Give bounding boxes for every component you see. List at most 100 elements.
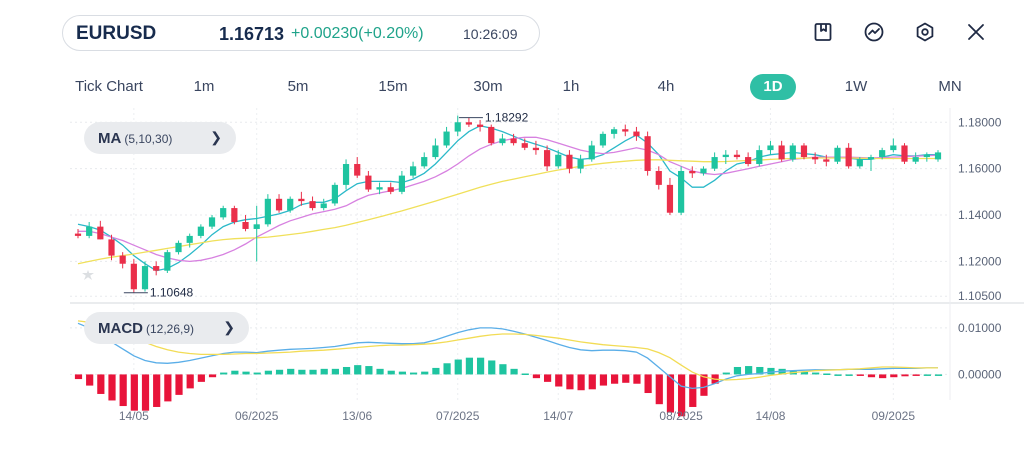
- candle: [733, 150, 741, 160]
- candle: [298, 191, 305, 206]
- macd-bar: [153, 374, 161, 407]
- tab-4h[interactable]: 4h: [657, 78, 675, 95]
- candle: [812, 152, 819, 165]
- candle: [678, 166, 685, 216]
- macd-bar: [767, 367, 775, 375]
- macd-bar: [867, 374, 876, 378]
- tab-1d[interactable]: 1D: [750, 74, 796, 100]
- macd-bar: [398, 371, 406, 375]
- macd-bar: [845, 374, 853, 376]
- macd-bar: [622, 374, 630, 383]
- macd-bar: [421, 371, 429, 375]
- candle: [354, 157, 361, 178]
- candle: [153, 261, 160, 276]
- chart-trend-icon[interactable]: [862, 20, 886, 44]
- tab-15m[interactable]: 15m: [378, 78, 408, 95]
- candle: [510, 133, 517, 146]
- candle: [476, 119, 484, 132]
- macd-bar: [208, 374, 217, 378]
- x-tick-label: 06/2025: [235, 409, 279, 423]
- candle: [74, 228, 82, 239]
- candle: [722, 150, 729, 165]
- macd-bar: [432, 367, 440, 375]
- macd-bar: [611, 374, 619, 384]
- macd-bar: [901, 374, 909, 377]
- macd-y-tick-label: 0.00000: [958, 367, 1002, 381]
- candle: [611, 126, 618, 139]
- macd-bar: [666, 374, 675, 413]
- candle: [566, 150, 573, 174]
- macd-bar: [879, 374, 887, 379]
- x-tick-label: 07/2025: [436, 409, 480, 423]
- candle: [387, 182, 394, 195]
- macd-bar: [923, 374, 931, 376]
- candle: [789, 143, 796, 162]
- candle: [856, 157, 863, 169]
- macd-bar: [890, 374, 898, 378]
- candle: [923, 152, 930, 162]
- ma-line-ma30: [77, 157, 938, 265]
- candle: [443, 126, 450, 148]
- candle: [555, 150, 562, 169]
- macd-bar: [220, 372, 228, 375]
- candle: [778, 140, 785, 162]
- macd-bar: [588, 374, 596, 390]
- macd-bar: [119, 374, 127, 407]
- candle: [912, 152, 919, 165]
- candle: [532, 140, 540, 155]
- candle: [130, 259, 137, 293]
- macd-bar: [387, 370, 395, 375]
- candle: [823, 154, 830, 167]
- candle: [398, 170, 405, 195]
- macd-bar: [298, 369, 306, 375]
- macd-bar: [566, 374, 574, 390]
- tab-5m[interactable]: 5m: [287, 78, 309, 95]
- bookmark-icon[interactable]: [811, 20, 835, 44]
- tab-1m[interactable]: 1m: [193, 78, 215, 95]
- tab-30m[interactable]: 30m: [473, 78, 503, 95]
- candles: [74, 115, 942, 293]
- macd-bar: [510, 368, 518, 375]
- macd-bar: [141, 374, 150, 411]
- candle: [119, 252, 126, 269]
- macd-bar: [465, 357, 474, 375]
- close-icon[interactable]: [964, 20, 988, 44]
- candle: [644, 131, 651, 176]
- candle: [745, 152, 752, 167]
- macd-bar: [197, 374, 205, 382]
- candle: [521, 138, 528, 151]
- candle: [934, 150, 942, 162]
- macd-lines: [77, 320, 938, 390]
- ma-indicator-pill[interactable]: MA (5,10,30) ❯: [84, 122, 236, 154]
- tab-1h[interactable]: 1h: [562, 78, 580, 95]
- macd-bar: [231, 370, 239, 375]
- tab-tick-chart[interactable]: Tick Chart: [75, 78, 143, 95]
- candle: [186, 233, 193, 248]
- candle: [879, 147, 886, 160]
- candle: [577, 154, 584, 174]
- candle: [253, 205, 260, 262]
- macd-bar: [700, 374, 708, 396]
- macd-bar: [186, 374, 194, 389]
- candle: [365, 170, 372, 192]
- macd-indicator-pill[interactable]: MACD (12,26,9) ❯: [84, 312, 249, 344]
- candle: [711, 152, 718, 171]
- candle: [599, 131, 607, 148]
- macd-bar: [521, 373, 529, 375]
- price-annotations: 1.18292 1.10648: [123, 111, 529, 300]
- price-label: 1.16713: [219, 24, 285, 44]
- candle: [543, 145, 551, 171]
- candle: [666, 177, 674, 216]
- settings-icon[interactable]: [913, 20, 937, 44]
- candle: [264, 194, 271, 227]
- ma-params: (5,10,30): [124, 132, 173, 146]
- tab-1w[interactable]: 1W: [844, 78, 868, 95]
- candle: [97, 220, 104, 240]
- candle: [220, 205, 227, 220]
- chevron-right-icon: ❯: [223, 319, 235, 335]
- macd-bar: [354, 365, 362, 375]
- tab-mn[interactable]: MN: [938, 78, 962, 95]
- macd-bar: [130, 374, 138, 411]
- candle: [320, 198, 327, 211]
